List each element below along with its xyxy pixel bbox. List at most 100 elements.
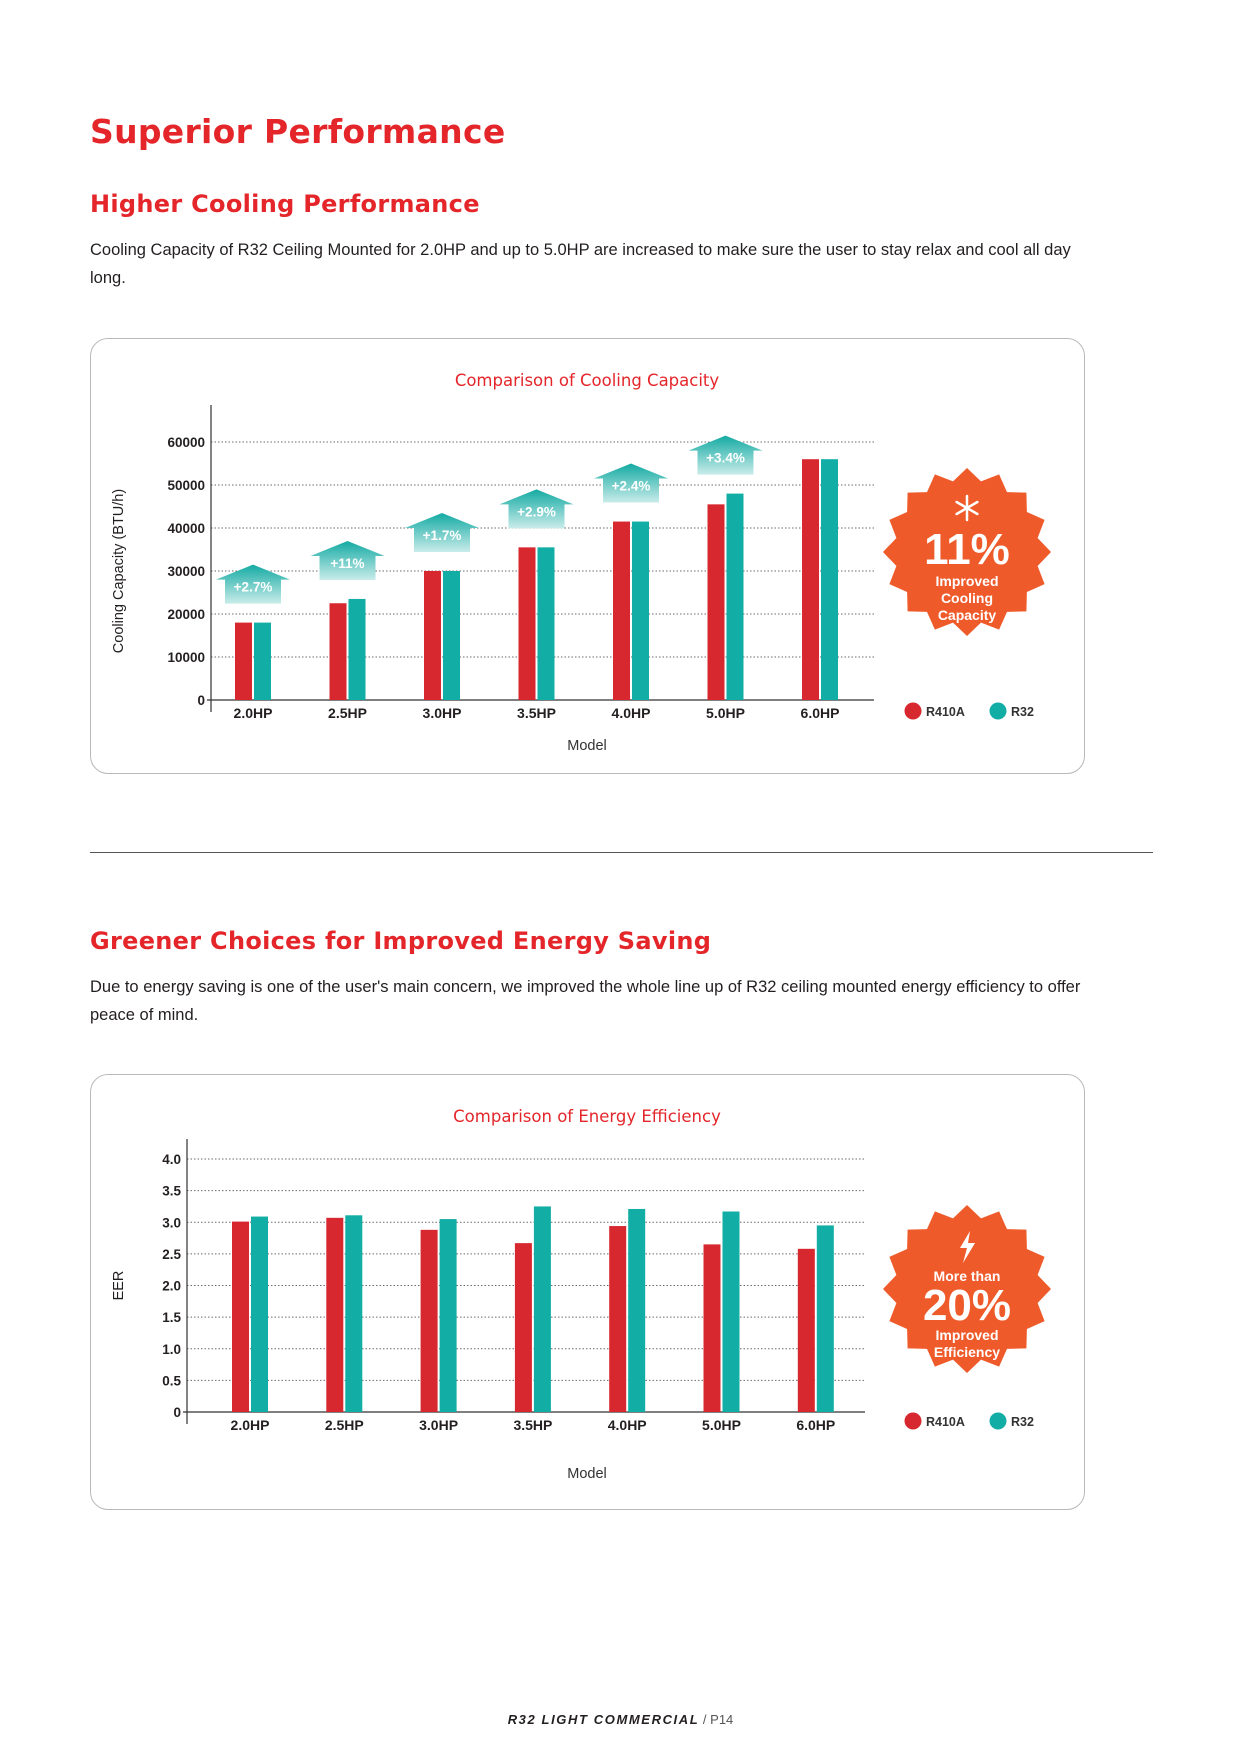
- page-footer: R32 LIGHT COMMERCIAL / P14: [0, 1712, 1241, 1727]
- y-tick-label: 1.5: [162, 1310, 181, 1325]
- section-heading-cooling: Higher Cooling Performance: [90, 190, 480, 218]
- y-tick-label: 60000: [167, 435, 205, 450]
- increase-arrow-icon: [405, 513, 479, 552]
- footer-brand: R32 LIGHT COMMERCIAL: [507, 1712, 700, 1727]
- y-tick-label: 2.5: [162, 1247, 181, 1262]
- increase-arrow-icon: [688, 435, 763, 475]
- bar-r410a-6.0hp: [802, 459, 819, 700]
- y-tick-label: 30000: [167, 564, 205, 579]
- bar-r32-2.5hp: [345, 1215, 363, 1412]
- x-tick-label: 3.5HP: [517, 705, 556, 721]
- snowflake-icon: [955, 494, 979, 522]
- cooling-capacity-chart-card: Comparison of Cooling Capacity 0 10000 2000…: [90, 338, 1085, 774]
- bar-r410a-5.0hp: [707, 504, 725, 700]
- badge-percent: 11%: [924, 525, 1010, 574]
- chart-title: Comparison of Energy Efficiency: [453, 1107, 721, 1126]
- bar-r410a-3.0hp: [424, 571, 441, 700]
- bar-r32-5.0hp: [722, 1211, 740, 1412]
- x-tick-label: 2.5HP: [328, 705, 367, 721]
- x-tick-label: 2.5HP: [325, 1417, 364, 1433]
- x-tick-label: 5.0HP: [702, 1417, 741, 1433]
- legend-swatch-r32: [989, 1412, 1007, 1430]
- x-tick-label: 6.0HP: [796, 1417, 835, 1433]
- increase-label: +11%: [330, 556, 364, 571]
- x-tick-label: 6.0HP: [801, 705, 840, 721]
- section-paragraph-energy: Due to energy saving is one of the user'…: [90, 978, 1081, 1024]
- badge-text: Improved: [935, 1327, 998, 1343]
- legend-swatch-r410a: [904, 1412, 922, 1430]
- bar-r410a-3.5hp: [518, 547, 536, 700]
- x-axis-label: Model: [567, 1466, 607, 1482]
- badge-text: Capacity: [938, 607, 997, 623]
- increase-label: +2.9%: [517, 504, 556, 519]
- bar-r410a-3.0hp: [420, 1229, 438, 1412]
- bar-r410a-3.5hp: [514, 1243, 532, 1412]
- bar-r410a-4.0hp: [609, 1226, 627, 1412]
- badge-text: Efficiency: [934, 1344, 1000, 1360]
- y-tick-label: 0: [197, 693, 205, 708]
- bar-r32-3.0hp: [443, 571, 460, 700]
- bar-r410a-2.5hp: [326, 1217, 344, 1412]
- footer-page-number: P14: [710, 1712, 734, 1727]
- legend-label-r32: R32: [1011, 705, 1034, 719]
- bar-r410a-4.0hp: [613, 521, 630, 700]
- y-tick-label: 3.0: [162, 1215, 181, 1230]
- increase-label: +2.7%: [234, 580, 273, 595]
- y-tick-label: 20000: [167, 607, 205, 622]
- bar-r32-2.0hp: [254, 622, 271, 700]
- improvement-badge: [883, 1205, 1051, 1373]
- x-tick-label: 4.0HP: [608, 1417, 647, 1433]
- cooling-capacity-chart: Comparison of Cooling Capacity 0 10000 2000…: [111, 371, 1051, 754]
- lightning-icon: [960, 1231, 975, 1263]
- bar-r410a-2.5hp: [329, 603, 347, 700]
- x-tick-label: 3.0HP: [423, 705, 462, 721]
- y-tick-label: 0: [173, 1405, 181, 1420]
- x-axis-label: Model: [567, 738, 607, 754]
- badge-text: Improved: [935, 573, 998, 589]
- y-tick-label: 50000: [167, 478, 205, 493]
- badge-text: Cooling: [941, 590, 993, 606]
- footer-separator: /: [699, 1712, 711, 1727]
- y-tick-label: 3.5: [162, 1184, 181, 1199]
- bar-r32-3.5hp: [537, 547, 555, 700]
- badge-text: More than: [934, 1268, 1001, 1284]
- x-tick-label: 3.5HP: [513, 1417, 552, 1433]
- bar-r32-4.0hp: [632, 521, 649, 700]
- increase-label: +2.4%: [612, 479, 651, 494]
- section-paragraph-cooling: Cooling Capacity of R32 Ceiling Mounted …: [90, 241, 1071, 287]
- energy-efficiency-chart: Comparison of Energy Efficiency 0 0.5 1.0 1.…: [111, 1107, 1051, 1482]
- x-tick-label: 3.0HP: [419, 1417, 458, 1433]
- y-axis-label: EER: [111, 1271, 127, 1301]
- increase-arrow-icon: [216, 564, 290, 604]
- x-tick-label: 2.0HP: [231, 1417, 270, 1433]
- chart-title: Comparison of Cooling Capacity: [455, 371, 720, 390]
- bar-r32-3.0hp: [439, 1219, 457, 1412]
- increase-label: +3.4%: [706, 451, 745, 466]
- bar-r410a-2.0hp: [235, 622, 252, 700]
- improvement-badge: [883, 468, 1051, 636]
- legend-swatch-r32: [989, 702, 1007, 720]
- badge-percent: 20%: [923, 1281, 1011, 1330]
- bar-r410a-6.0hp: [797, 1248, 815, 1412]
- x-tick-label: 5.0HP: [706, 705, 745, 721]
- y-axis-label: Cooling Capacity (BTU/h): [111, 489, 127, 653]
- bar-r32-3.5hp: [533, 1206, 551, 1412]
- bar-r32-6.0hp: [816, 1225, 834, 1412]
- section-divider: [90, 852, 1153, 853]
- legend-label-r410a: R410A: [926, 705, 965, 719]
- x-tick-label: 4.0HP: [612, 705, 651, 721]
- legend-label-r410a: R410A: [926, 1415, 965, 1429]
- bar-r410a-5.0hp: [703, 1244, 721, 1412]
- bar-r32-2.0hp: [251, 1216, 268, 1412]
- increase-arrow-icon: [499, 489, 574, 529]
- energy-efficiency-chart-card: Comparison of Energy Efficiency 0 0.5 1.0 1.…: [90, 1074, 1085, 1510]
- increase-arrow-icon: [594, 463, 668, 503]
- bar-r32-2.5hp: [348, 598, 366, 700]
- increase-label: +1.7%: [423, 528, 462, 543]
- y-tick-label: 2.0: [162, 1279, 181, 1294]
- bar-r32-6.0hp: [821, 459, 838, 700]
- y-tick-label: 1.0: [162, 1342, 181, 1357]
- y-tick-label: 10000: [167, 650, 205, 665]
- legend-swatch-r410a: [904, 702, 922, 720]
- bar-r410a-2.0hp: [232, 1221, 249, 1412]
